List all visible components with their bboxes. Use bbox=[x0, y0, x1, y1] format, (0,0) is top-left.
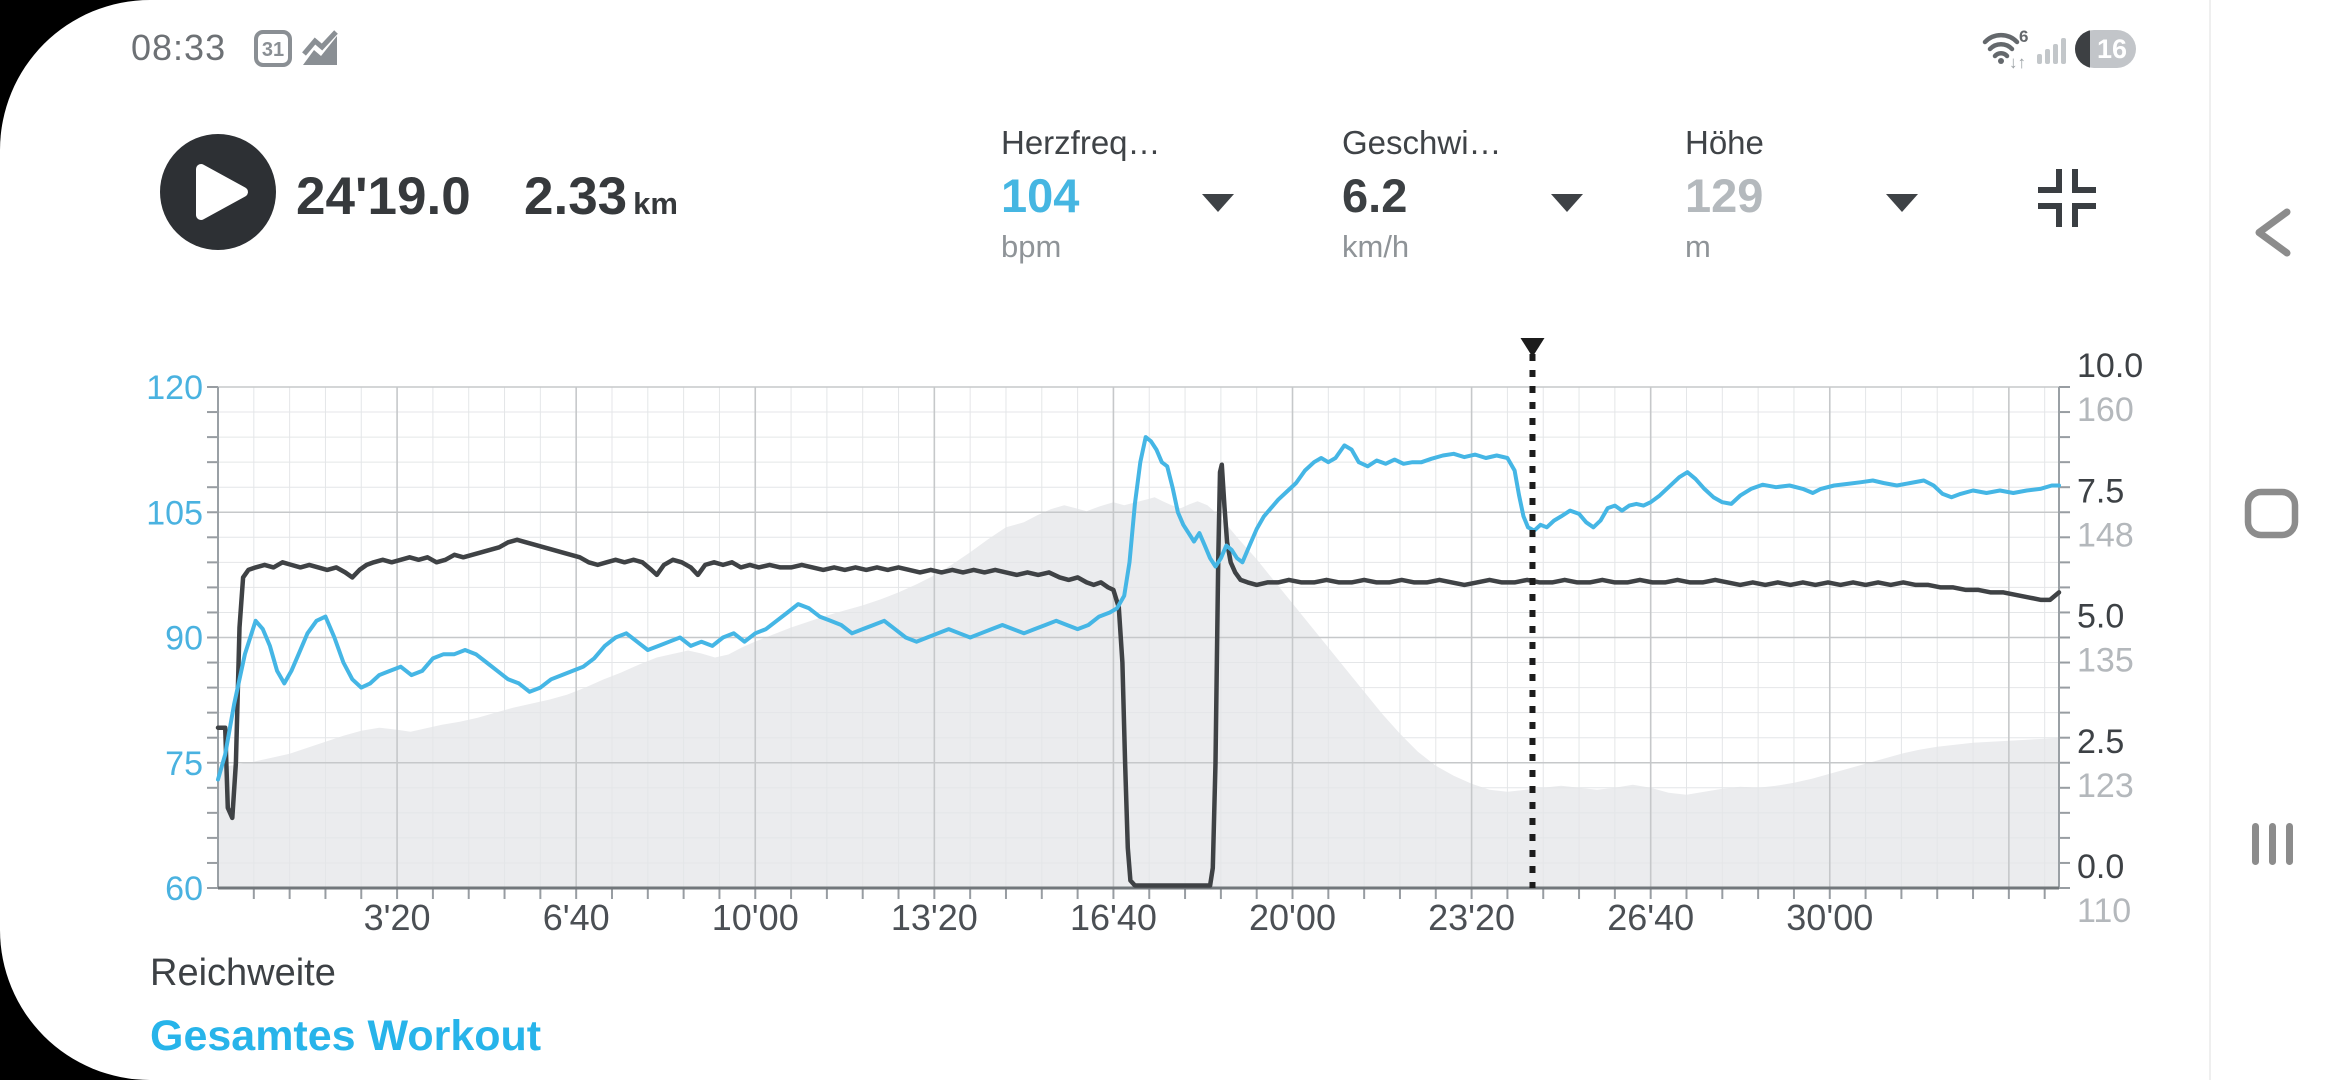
status-time: 08:33 bbox=[131, 27, 227, 68]
cursor-handle-icon[interactable] bbox=[1520, 338, 1545, 357]
time-axis-label: 6'40 bbox=[543, 897, 610, 938]
altitude-axis-label: 123 bbox=[2077, 767, 2134, 805]
altitude-axis-label: 160 bbox=[2077, 391, 2134, 429]
nav-home-button[interactable] bbox=[2244, 488, 2299, 539]
home-icon bbox=[2244, 488, 2299, 539]
hr-axis-label: 75 bbox=[165, 745, 203, 783]
speed-axis-label: 2.5 bbox=[2077, 723, 2124, 761]
metric-unit: bpm bbox=[1001, 229, 1062, 264]
distance-value: 2.33 bbox=[524, 167, 628, 226]
svg-text:6: 6 bbox=[2019, 27, 2028, 46]
range-label: Reichweite bbox=[150, 952, 336, 994]
chevron-down-icon[interactable] bbox=[1202, 194, 1234, 212]
svg-text:↓↑: ↓↑ bbox=[2009, 53, 2026, 72]
metric-unit: km/h bbox=[1342, 229, 1410, 264]
speed-axis-label: 10.0 bbox=[2077, 347, 2143, 385]
time-axis-label: 16'40 bbox=[1070, 897, 1157, 938]
chevron-down-icon[interactable] bbox=[1886, 194, 1918, 212]
metric-label: Geschwi… bbox=[1342, 124, 1502, 161]
time-axis-label: 13'20 bbox=[891, 897, 978, 938]
heart-rate-line bbox=[216, 435, 2061, 782]
workout-chart[interactable]: 60 75 90 105 120 0.0 2.5 5.0 7.5 10.0 110 123 135 148… bbox=[146, 338, 2143, 938]
play-button[interactable] bbox=[160, 134, 276, 250]
time-axis-label: 20'00 bbox=[1249, 897, 1336, 938]
altitude-axis-label: 148 bbox=[2077, 516, 2134, 554]
workout-distance: 2.33 km bbox=[524, 166, 678, 227]
calendar-icon: 31 bbox=[254, 30, 292, 67]
wifi-icon: 6 ↓↑ bbox=[1982, 27, 2028, 72]
time-axis-label: 10'00 bbox=[712, 897, 799, 938]
time-axis-label: 23'20 bbox=[1428, 897, 1515, 938]
svg-text:31: 31 bbox=[262, 39, 284, 61]
workout-duration: 24'19.0 bbox=[296, 167, 471, 226]
svg-text:16: 16 bbox=[2097, 34, 2127, 64]
altitude-area bbox=[218, 497, 2059, 888]
collapse-fullscreen-icon[interactable] bbox=[2038, 169, 2096, 227]
distance-unit: km bbox=[633, 186, 678, 221]
stats-icon bbox=[302, 30, 338, 65]
altitude-axis-label: 110 bbox=[2077, 892, 2131, 930]
metric-selector-speed[interactable]: Geschwi… 6.2 km/h bbox=[1342, 124, 1672, 265]
hr-axis-label: 60 bbox=[165, 870, 203, 908]
back-chevron-icon bbox=[2255, 208, 2291, 257]
nav-recents-button[interactable] bbox=[2252, 823, 2293, 865]
time-axis-label: 30'00 bbox=[1786, 897, 1873, 938]
chevron-down-icon[interactable] bbox=[1551, 194, 1583, 212]
metric-unit: m bbox=[1685, 229, 1711, 264]
metric-value: 6.2 bbox=[1342, 169, 1408, 222]
speed-axis-label: 7.5 bbox=[2077, 472, 2124, 510]
metric-value: 104 bbox=[1001, 169, 1080, 222]
metric-selector-heartrate[interactable]: Herzfreq… 104 bpm bbox=[1001, 124, 1331, 265]
speed-axis-label: 5.0 bbox=[2077, 598, 2124, 636]
battery-icon: 16 bbox=[2075, 30, 2136, 68]
play-icon bbox=[196, 164, 248, 220]
speed-line bbox=[215, 462, 2062, 888]
metric-label: Höhe bbox=[1685, 124, 1764, 161]
nav-back-button[interactable] bbox=[2255, 208, 2291, 257]
time-axis-label: 3'20 bbox=[364, 897, 431, 938]
speed-axis-label: 0.0 bbox=[2077, 848, 2124, 886]
metric-label: Herzfreq… bbox=[1001, 124, 1161, 161]
navbar-divider bbox=[2209, 0, 2211, 1080]
metric-selector-altitude[interactable]: Höhe 129 m bbox=[1685, 124, 2015, 265]
time-axis-label: 26'40 bbox=[1607, 897, 1694, 938]
hr-axis-label: 90 bbox=[165, 620, 203, 658]
hr-axis-label: 105 bbox=[146, 494, 203, 532]
metric-value: 129 bbox=[1685, 169, 1764, 222]
range-selector[interactable]: Gesamtes Workout bbox=[150, 1012, 542, 1060]
signal-icon bbox=[2037, 38, 2066, 64]
hr-axis-label: 120 bbox=[146, 369, 203, 407]
altitude-axis-label: 135 bbox=[2077, 642, 2134, 680]
